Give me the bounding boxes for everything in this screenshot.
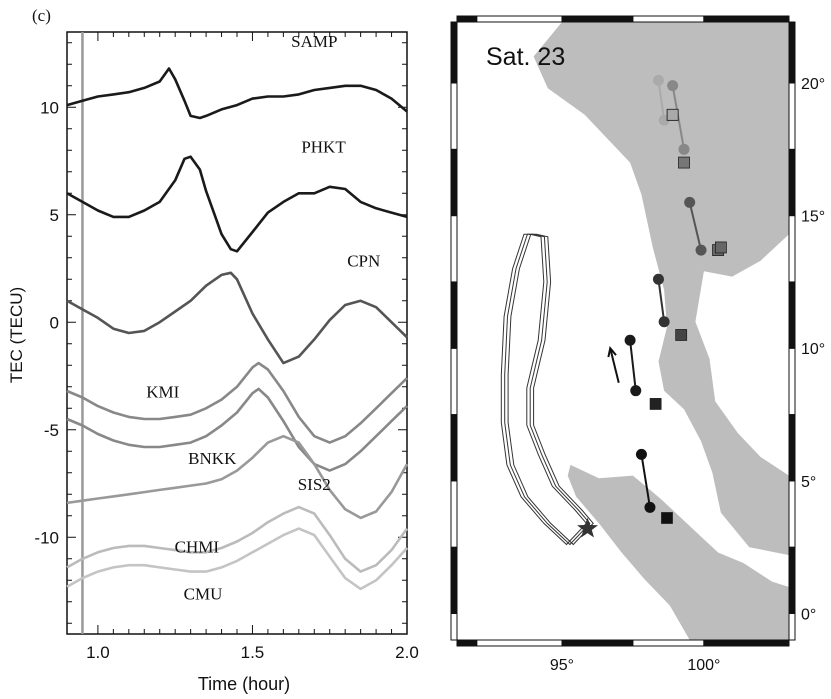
frame-band-right — [788, 82, 796, 150]
frame-band-right — [788, 612, 796, 641]
lon-tick-label: 95° — [550, 657, 574, 674]
series-label-cmu: CMU — [184, 585, 223, 604]
x-tick-label: 1.5 — [241, 643, 265, 662]
frame-band-top — [456, 15, 478, 23]
station-marker-sis2 — [678, 156, 690, 169]
y-tick-label: -5 — [44, 421, 59, 440]
ipp-track-start — [624, 334, 636, 346]
rupture-outline — [500, 233, 588, 546]
ipp-track-end — [678, 143, 690, 155]
ipp-track-line — [657, 279, 666, 322]
y-tick-label: 10 — [40, 98, 59, 117]
series-label-phkt: PHKT — [301, 137, 346, 156]
ipp-track-end — [695, 244, 707, 256]
ipp-track-line — [640, 454, 651, 508]
frame-band-bottom — [456, 639, 478, 647]
series-line-bnkk — [66, 387, 408, 472]
series-line-sis2 — [66, 434, 409, 520]
frame-band-left — [450, 21, 458, 84]
ipp-track-start — [684, 196, 696, 208]
series-line-cmu — [66, 527, 408, 591]
frame-band-right — [788, 546, 796, 614]
frame-band-bottom — [476, 639, 563, 647]
frame-band-bottom — [632, 639, 705, 647]
x-axis-label: Time (hour) — [198, 674, 290, 694]
frame-band-top — [476, 15, 563, 23]
land-mainland — [533, 22, 789, 556]
ipp-track-start — [635, 448, 647, 460]
x-tick-label: 1.0 — [86, 643, 110, 662]
frame-band-left — [450, 281, 458, 349]
lon-tick-label: 100° — [687, 657, 720, 674]
frame-band-left — [450, 215, 458, 283]
lat-tick-label: 10° — [801, 341, 825, 358]
frame-band-left — [450, 148, 458, 217]
series-line-kmi — [66, 361, 408, 444]
series-line-phkt — [66, 155, 408, 253]
station-marker-cmu — [666, 108, 679, 121]
frame-band-right — [788, 215, 796, 283]
y-axis-label: TEC (TECU) — [7, 287, 26, 383]
direction-arrow-head — [607, 346, 617, 358]
frame-band-left — [450, 347, 458, 416]
frame-band-left — [450, 612, 458, 641]
rupture-outline — [504, 233, 591, 546]
ipp-track-start — [652, 74, 664, 86]
frame-band-right — [788, 148, 796, 217]
land-sumatra — [567, 464, 789, 640]
ipp-track-line — [657, 80, 666, 121]
frame-band-top — [632, 15, 705, 23]
ipp-track-start — [652, 273, 664, 285]
epicenter-star-icon — [577, 517, 598, 538]
y-tick-label: 5 — [50, 206, 59, 225]
lat-tick-label: 0° — [801, 606, 816, 623]
frame-band-right — [788, 414, 796, 482]
ipp-track-line — [688, 202, 703, 251]
ipp-track-start — [667, 80, 679, 92]
series-label-chmi: CHMI — [175, 537, 220, 556]
station-marker-samp — [661, 512, 673, 524]
ipp-track-end — [644, 501, 656, 513]
y-tick-label: 0 — [50, 313, 59, 332]
ipp-track-line — [629, 340, 637, 391]
frame-band-top — [561, 15, 634, 23]
frame-band-bottom — [561, 639, 634, 647]
station-marker-bnkk — [714, 241, 727, 254]
frame-band-bottom — [703, 639, 790, 647]
frame-band-left — [450, 82, 458, 150]
series-label-sis2: SIS2 — [298, 475, 331, 494]
series-label-samp: SAMP — [291, 32, 337, 51]
map-title: Sat. 23 — [486, 43, 565, 71]
ipp-track-end — [658, 316, 670, 328]
series-label-cpn: CPN — [347, 251, 380, 270]
panel-label: (c) — [32, 6, 51, 25]
frame-band-right — [788, 347, 796, 416]
frame-band-top — [703, 15, 790, 23]
frame-band-left — [450, 414, 458, 482]
frame-band-right — [788, 21, 796, 84]
series-label-bnkk: BNKK — [188, 449, 237, 468]
lat-tick-label: 5° — [801, 474, 816, 491]
station-marker-cpn — [675, 329, 688, 341]
series-line-chmi — [66, 505, 409, 573]
frame-band-right — [788, 281, 796, 349]
frame-band-right — [788, 480, 796, 548]
y-tick-label: -10 — [34, 528, 59, 547]
x-tick-label: 2.0 — [395, 643, 419, 662]
frame-band-left — [450, 546, 458, 614]
ipp-track-end — [630, 385, 642, 397]
series-line-samp — [66, 67, 408, 120]
lat-tick-label: 20° — [801, 76, 825, 93]
direction-arrow — [609, 348, 620, 383]
series-line-cpn — [66, 271, 408, 365]
series-label-kmi: KMI — [146, 383, 179, 402]
station-marker-phkt — [649, 398, 662, 410]
lat-tick-label: 15° — [801, 209, 825, 226]
frame-band-left — [450, 480, 458, 548]
